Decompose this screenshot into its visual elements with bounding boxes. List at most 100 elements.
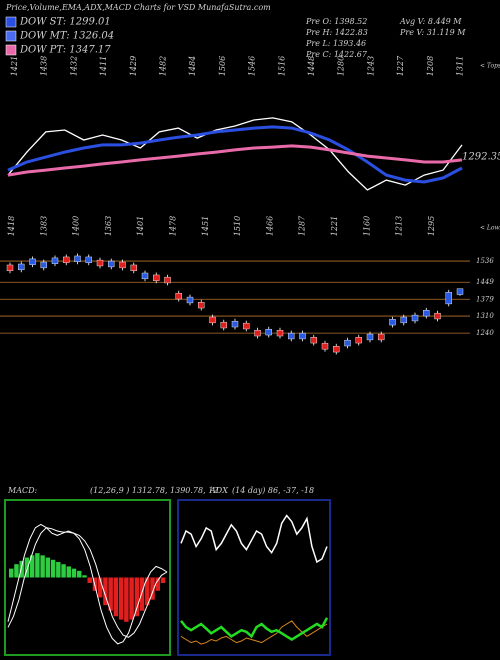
top-label: 1546 [248,56,257,76]
low-label: 1295 [427,216,436,236]
top-label: 1432 [69,56,78,76]
series-line [7,125,463,184]
macd-bar [145,577,150,606]
macd-bar [77,570,82,578]
candle-body [164,276,171,284]
top-label: 1208 [426,56,435,76]
macd-bar [97,577,103,598]
top-label: 1429 [129,56,138,76]
candle-body [411,314,419,322]
legend-swatch [5,30,17,42]
macd-bar [66,566,72,578]
candle-body [299,332,306,340]
lows-caption: < Lows [480,225,500,232]
series-line [7,527,168,638]
candle-body [400,316,407,324]
top-label: 1227 [396,55,405,76]
macd-bar [14,564,19,578]
macd-bar [118,577,124,620]
y-tick-label: 1240 [476,329,494,337]
stat: Pre C: 1422.67 [305,50,368,59]
legend-swatch [5,16,17,28]
macd-bar [9,568,14,578]
low-label: 1418 [7,216,16,236]
candle-body [288,332,295,340]
low-label: 1451 [201,216,210,236]
y-tick-label: 1449 [476,278,494,286]
adx-params: (14 day) 86, -37, -18 [232,486,314,495]
candle-body [434,312,441,320]
top-label: 1411 [99,56,108,76]
last-label: 1292.35 [462,152,500,163]
top-label: 1311 [456,56,465,76]
candle-body [153,274,160,281]
candle-body [198,301,205,309]
low-label: 1383 [39,216,48,236]
candle-body [378,333,385,341]
legend-label: DOW ST: 1299.01 [19,17,111,28]
macd-bar [113,577,119,617]
top-label: 1506 [218,56,227,76]
top-label: 1243 [366,56,375,76]
candle-body [276,329,284,337]
page-title: Price,Volume,EMA,ADX,MACD Charts for VSD… [5,3,271,12]
macd-bar [71,568,77,578]
macd-bar [50,559,56,578]
candle-body [108,260,115,268]
candle-body [310,337,317,344]
macd-title: MACD: [7,486,38,495]
macd-bar [87,577,92,584]
candle-body [175,292,182,300]
top-label: 1448 [307,56,316,76]
candle-body [85,256,92,263]
stat: Avg V: 8.449 M [399,17,462,26]
candle-body [6,264,14,272]
macd-bar [61,564,66,578]
macd-bar [129,577,134,620]
y-tick-label: 1536 [476,257,494,265]
macd-bar [155,577,160,591]
candle-body [18,263,25,271]
candle-body [51,257,59,264]
series-line [7,144,463,177]
top-label: 1516 [277,56,286,76]
series-line [7,523,168,645]
top-label: 1280 [337,56,346,76]
candle-body [423,310,430,317]
adx-title: ADX [209,486,228,495]
low-label: 1400 [72,216,81,236]
candle-body [254,329,261,337]
macd-bar [150,577,155,600]
low-label: 1213 [395,216,404,236]
y-tick-label: 1379 [476,295,494,303]
low-label: 1510 [233,216,242,236]
macd-params: (12,26,9 ) 1312.78, 1390.78, 12 [90,486,218,495]
macd-bar [45,557,51,578]
macd-bar [103,577,108,606]
macd-bar [35,553,40,578]
candle-body [456,288,464,295]
candle-body [96,259,104,267]
candle-body [366,333,374,341]
candle-body [231,320,239,328]
macd-bar [40,555,45,578]
top-label: 1484 [188,56,197,76]
macd-bar [29,555,35,578]
macd-bar [124,577,129,622]
stat: Pre O: 1398.52 [305,17,367,26]
series-line [180,617,329,641]
macd-bar [108,577,113,611]
candle-body [29,258,36,265]
candle-body [389,319,396,326]
candle-body [141,272,149,280]
low-label: 1221 [330,216,339,236]
stat: Pre L: 1393.46 [305,39,366,48]
candle-body [40,261,47,269]
candle-body [220,321,227,329]
candle-body [243,322,250,330]
series-line [180,514,328,564]
candle-body [344,339,351,347]
top-label: 1438 [40,56,49,76]
candle-body [333,346,340,353]
